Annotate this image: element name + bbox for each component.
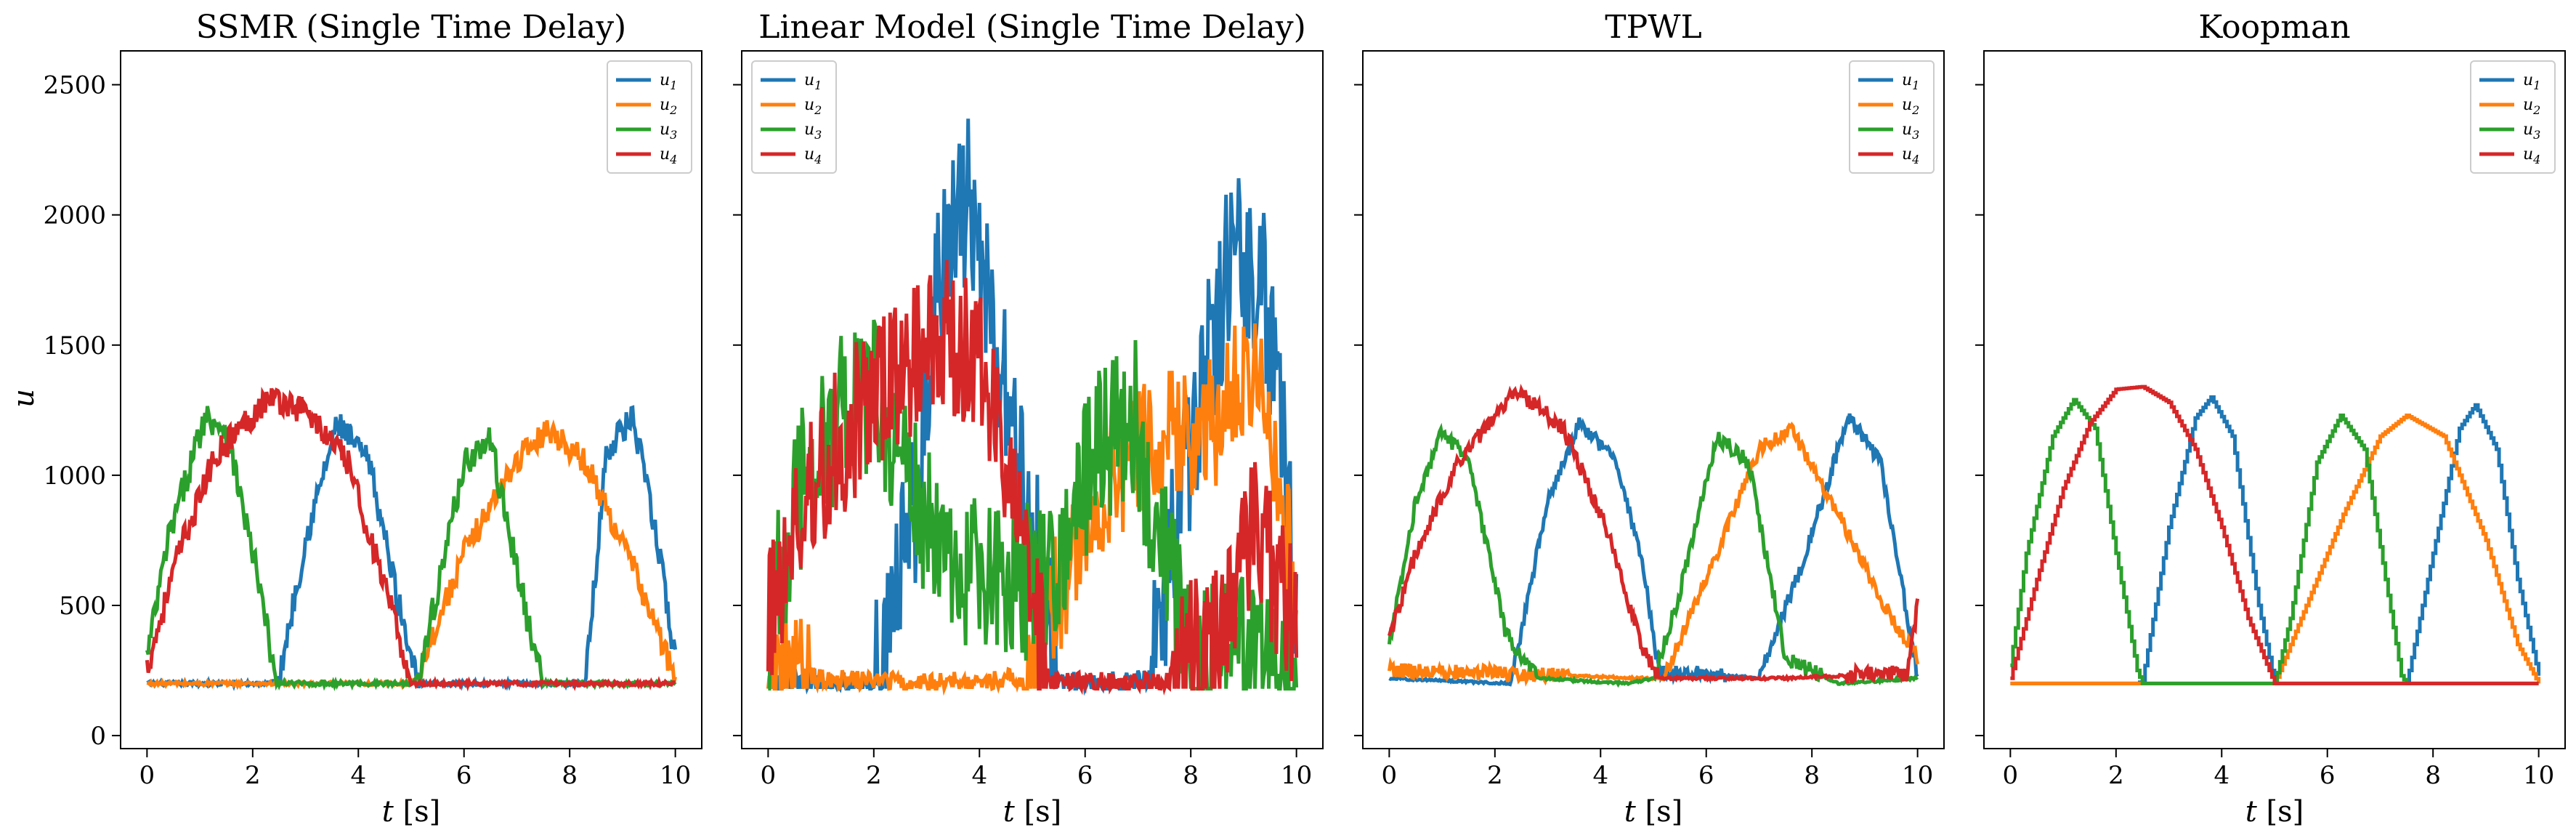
plot-frame <box>1983 50 2566 749</box>
legend-box <box>751 60 837 174</box>
legend: u1 u2 u3 u4 <box>1849 60 1935 174</box>
x-tick-label: 2 <box>1487 761 1503 790</box>
legend-label-u4: u4 <box>660 145 677 166</box>
chart-title: SSMR (Single Time Delay) <box>196 9 626 46</box>
y-tick-label: 2500 <box>43 71 106 100</box>
series-line-u1 <box>2010 395 2541 685</box>
series-line-u4 <box>145 386 676 692</box>
x-tick-label: 4 <box>1592 761 1608 790</box>
plot-frame <box>120 50 702 749</box>
plot-frame <box>1362 50 1945 749</box>
x-tick-label: 0 <box>139 761 155 790</box>
legend-label-u1: u1 <box>660 71 677 92</box>
x-axis-var: t <box>1003 795 1024 829</box>
legend-label-u2: u2 <box>660 96 677 117</box>
series-line-u4 <box>1387 383 1920 684</box>
x-tick-label: 0 <box>1382 761 1398 790</box>
x-tick-label: 6 <box>1698 761 1714 790</box>
x-tick-label: 8 <box>562 761 578 790</box>
x-axis-label: t [s] <box>1003 795 1062 829</box>
chart-panel-2: 0 2 4 6 8 10 Linear Model (Single Time Delay) t… <box>733 9 1324 829</box>
x-axis-label: t [s] <box>382 795 441 829</box>
series-lines <box>1387 383 1920 688</box>
legend-box <box>2470 60 2556 174</box>
x-tick-label: 0 <box>2003 761 2019 790</box>
x-tick-label: 8 <box>2425 761 2441 790</box>
legend-label-u3: u3 <box>1902 121 1919 142</box>
x-tick-label: 10 <box>660 761 691 790</box>
x-axis-var: t <box>382 795 403 829</box>
x-axis-label: t [s] <box>1624 795 1683 829</box>
legend: u1 u2 u3 u4 <box>607 60 692 174</box>
chart-title: Koopman <box>2198 9 2350 46</box>
y-tick-label: 0 <box>90 722 106 751</box>
x-tick-label: 2 <box>245 761 261 790</box>
x-tick-label: 10 <box>1281 761 1312 790</box>
legend-label-u3: u3 <box>804 121 822 142</box>
series-line-u1 <box>1388 413 1919 687</box>
series-line-u3 <box>1387 422 1919 688</box>
x-axis-var: t <box>2245 795 2267 829</box>
series-lines <box>766 118 1299 696</box>
series-line-u4 <box>766 259 1299 696</box>
legend-box <box>1849 60 1935 174</box>
x-tick-label: 2 <box>2108 761 2124 790</box>
legend-label-u2: u2 <box>1902 96 1919 117</box>
legend-label-u4: u4 <box>1902 145 1919 166</box>
chart-title: Linear Model (Single Time Delay) <box>758 9 1306 46</box>
legend-label-u1: u1 <box>1902 71 1919 92</box>
x-tick-label: 4 <box>2214 761 2229 790</box>
legend-box <box>607 60 692 174</box>
legend-label-u1: u1 <box>2523 71 2540 92</box>
x-tick-label: 10 <box>1902 761 1933 790</box>
x-tick-label: 4 <box>350 761 366 790</box>
x-tick-label: 8 <box>1183 761 1199 790</box>
series-lines <box>2010 384 2541 685</box>
x-tick-label: 0 <box>761 761 777 790</box>
legend-label-u3: u3 <box>2523 121 2540 142</box>
y-tick-label: 2000 <box>43 201 106 230</box>
x-axis-unit: [s] <box>403 795 441 829</box>
x-axis-var: t <box>1624 795 1645 829</box>
legend-label-u4: u4 <box>804 145 822 166</box>
y-axis-label: u <box>7 389 41 408</box>
y-tick-label: 500 <box>59 592 106 621</box>
x-tick-label: 6 <box>2320 761 2336 790</box>
chart-panel-3: 0 2 4 6 8 10 TPWL t [s] u1 u2 u3 u4 <box>1354 9 1945 829</box>
x-tick-label: 4 <box>971 761 987 790</box>
x-axis-unit: [s] <box>1645 795 1683 829</box>
series-line-u2 <box>2010 414 2541 685</box>
x-tick-label: 8 <box>1804 761 1820 790</box>
x-tick-label: 6 <box>456 761 472 790</box>
x-axis-unit: [s] <box>1024 795 1062 829</box>
chart-panel-4: 0 2 4 6 8 10 Koopman t [s] u1 u2 u3 u4 <box>1975 9 2566 829</box>
legend-label-u2: u2 <box>804 96 822 117</box>
x-tick-label: 6 <box>1077 761 1093 790</box>
plot-frame <box>741 50 1324 749</box>
x-axis-unit: [s] <box>2267 795 2304 829</box>
chart-title: TPWL <box>1605 9 1701 46</box>
x-axis-label: t [s] <box>2245 795 2304 829</box>
x-tick-label: 10 <box>2523 761 2554 790</box>
y-tick-label: 1500 <box>43 331 106 360</box>
legend: u1 u2 u3 u4 <box>751 60 837 174</box>
x-tick-label: 2 <box>866 761 882 790</box>
legend-label-u4: u4 <box>2523 145 2540 166</box>
series-lines <box>145 386 678 692</box>
legend: u1 u2 u3 u4 <box>2470 60 2556 174</box>
chart-panel-1: 0 2 4 6 8 10 0 500 1000 1500 2000 2500 SSMR (Single … <box>43 9 702 829</box>
legend-label-u3: u3 <box>660 121 677 142</box>
legend-label-u2: u2 <box>2523 96 2540 117</box>
series-line-u2 <box>766 323 1299 696</box>
legend-label-u1: u1 <box>804 71 822 92</box>
series-line-u4 <box>2010 384 2539 685</box>
series-line-u2 <box>146 419 678 690</box>
y-tick-label: 1000 <box>43 462 106 491</box>
